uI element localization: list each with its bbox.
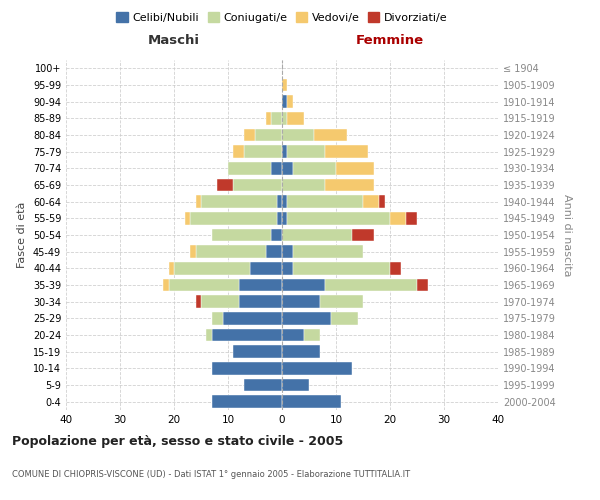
Bar	[239, 279, 282, 291]
Bar	[293, 262, 390, 274]
Bar	[244, 379, 282, 391]
Bar	[320, 296, 363, 308]
Bar	[190, 246, 196, 258]
Bar	[239, 296, 282, 308]
Bar	[212, 362, 282, 374]
Bar	[282, 279, 325, 291]
Bar	[282, 162, 293, 174]
Bar	[406, 212, 417, 224]
Bar	[282, 312, 331, 324]
Bar	[417, 279, 428, 291]
Bar	[282, 146, 287, 158]
Y-axis label: Anni di nascita: Anni di nascita	[562, 194, 572, 276]
Bar	[282, 79, 287, 92]
Bar	[282, 112, 287, 124]
Bar	[287, 96, 293, 108]
Bar	[163, 279, 169, 291]
Bar	[282, 246, 293, 258]
Bar	[201, 196, 277, 208]
Bar	[277, 212, 282, 224]
Bar	[174, 262, 250, 274]
Bar	[196, 296, 201, 308]
Bar	[293, 162, 336, 174]
Bar	[287, 112, 304, 124]
Bar	[271, 112, 282, 124]
Bar	[169, 262, 174, 274]
Bar	[282, 379, 309, 391]
Bar	[282, 196, 287, 208]
Bar	[266, 112, 271, 124]
Bar	[233, 179, 282, 192]
Bar	[244, 146, 282, 158]
Bar	[282, 296, 320, 308]
Bar	[271, 229, 282, 241]
Bar	[331, 312, 358, 324]
Bar	[293, 246, 363, 258]
Bar	[250, 262, 282, 274]
Bar	[379, 196, 385, 208]
Bar	[277, 196, 282, 208]
Bar	[206, 329, 212, 341]
Bar	[190, 212, 277, 224]
Bar	[255, 129, 282, 141]
Bar	[363, 196, 379, 208]
Bar	[212, 312, 223, 324]
Bar	[390, 212, 406, 224]
Bar	[244, 129, 255, 141]
Bar	[196, 246, 266, 258]
Legend: Celibi/Nubili, Coniugati/e, Vedovi/e, Divorziati/e: Celibi/Nubili, Coniugati/e, Vedovi/e, Di…	[112, 8, 452, 28]
Bar	[287, 212, 390, 224]
Bar	[390, 262, 401, 274]
Bar	[201, 296, 239, 308]
Bar	[352, 229, 374, 241]
Text: Maschi: Maschi	[148, 34, 200, 46]
Bar	[314, 129, 347, 141]
Bar	[196, 196, 201, 208]
Bar	[282, 262, 293, 274]
Text: COMUNE DI CHIOPRIS-VISCONE (UD) - Dati ISTAT 1° gennaio 2005 - Elaborazione TUTT: COMUNE DI CHIOPRIS-VISCONE (UD) - Dati I…	[12, 470, 410, 479]
Y-axis label: Fasce di età: Fasce di età	[17, 202, 27, 268]
Bar	[287, 146, 325, 158]
Text: Femmine: Femmine	[356, 34, 424, 46]
Bar	[325, 146, 368, 158]
Bar	[282, 96, 287, 108]
Bar	[169, 279, 239, 291]
Bar	[282, 129, 314, 141]
Bar	[233, 346, 282, 358]
Bar	[282, 362, 352, 374]
Bar	[282, 346, 320, 358]
Bar	[212, 329, 282, 341]
Bar	[185, 212, 190, 224]
Bar	[217, 179, 233, 192]
Bar	[282, 229, 352, 241]
Bar	[271, 162, 282, 174]
Text: Popolazione per età, sesso e stato civile - 2005: Popolazione per età, sesso e stato civil…	[12, 435, 343, 448]
Bar	[233, 146, 244, 158]
Bar	[287, 196, 363, 208]
Bar	[212, 229, 271, 241]
Bar	[325, 179, 374, 192]
Bar	[336, 162, 374, 174]
Bar	[325, 279, 417, 291]
Bar	[304, 329, 320, 341]
Bar	[228, 162, 271, 174]
Bar	[223, 312, 282, 324]
Bar	[266, 246, 282, 258]
Bar	[282, 396, 341, 408]
Bar	[282, 179, 325, 192]
Bar	[282, 329, 304, 341]
Bar	[212, 396, 282, 408]
Bar	[282, 212, 287, 224]
